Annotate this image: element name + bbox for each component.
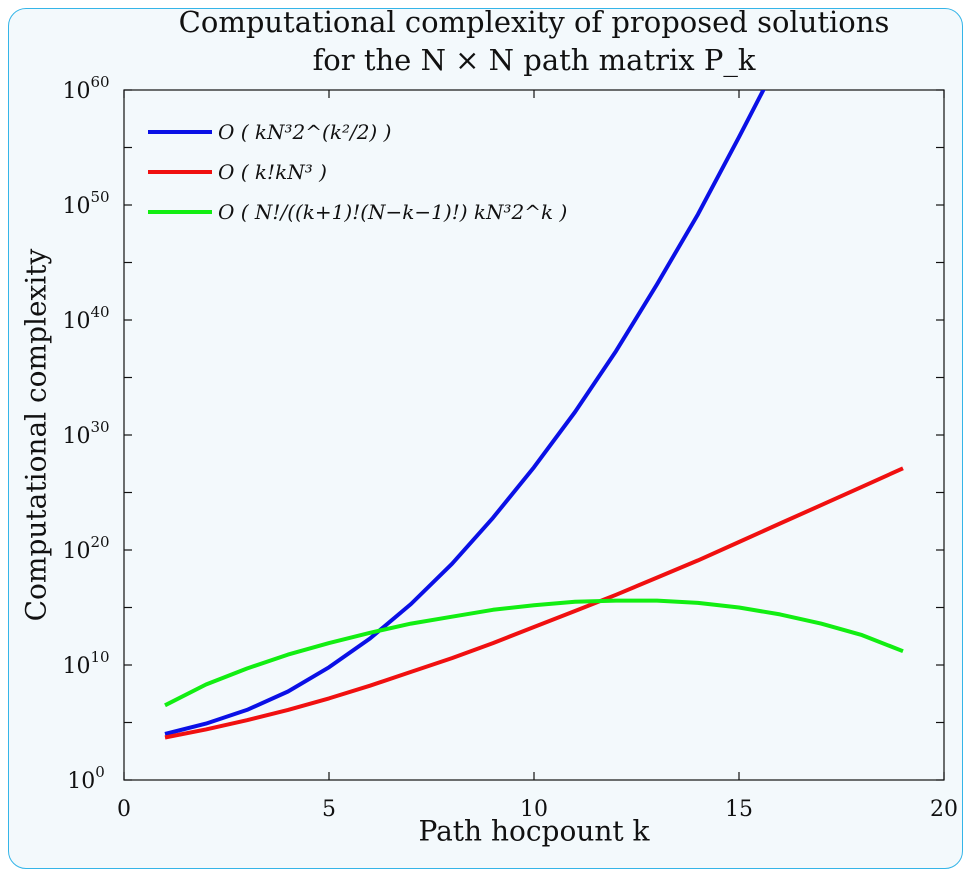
legend-swatch: [148, 130, 212, 134]
y-tick-label: 1020: [62, 533, 109, 564]
y-tick-label: 1060: [62, 73, 109, 104]
y-tick-label: 1050: [62, 188, 109, 219]
x-axis-label: Path hocpount k: [418, 814, 650, 848]
series-line-2: [164, 466, 904, 740]
chart-title-line1: Computational complexity of proposed sol…: [178, 5, 890, 39]
legend-item: O ( N!/((k+1)!(N−k−1)!) kN³2^k ): [148, 192, 567, 232]
x-tick-label: 0: [117, 797, 131, 822]
y-tick-label: 1030: [62, 418, 109, 449]
legend-label: O ( N!/((k+1)!(N−k−1)!) kN³2^k ): [218, 200, 568, 224]
legend-item: O ( kN³2^(k²/2) ): [148, 112, 567, 152]
x-tick-label: 5: [322, 797, 336, 822]
legend-label: O ( kN³2^(k²/2) ): [218, 120, 392, 144]
x-tick-label: 15: [725, 797, 753, 822]
y-tick-label: 100: [67, 763, 105, 794]
y-tick-label: 1010: [62, 648, 109, 679]
y-tick-label: 1040: [62, 303, 109, 334]
legend-swatch: [148, 210, 212, 214]
series-line-1: [164, 90, 766, 736]
legend-item: O ( k!kN³ ): [148, 152, 567, 192]
x-tick-label: 20: [930, 797, 958, 822]
chart-title-line2: for the N × N path matrix P_k: [312, 43, 756, 77]
y-axis-label: Computational complexity: [19, 248, 53, 622]
legend-swatch: [148, 170, 212, 174]
x-tick-label: 10: [520, 797, 548, 822]
legend: O ( kN³2^(k²/2) ) O ( k!kN³ ) O ( N!/((k…: [148, 112, 567, 232]
series-line-3: [164, 598, 904, 708]
legend-label: O ( k!kN³ ): [218, 160, 327, 184]
